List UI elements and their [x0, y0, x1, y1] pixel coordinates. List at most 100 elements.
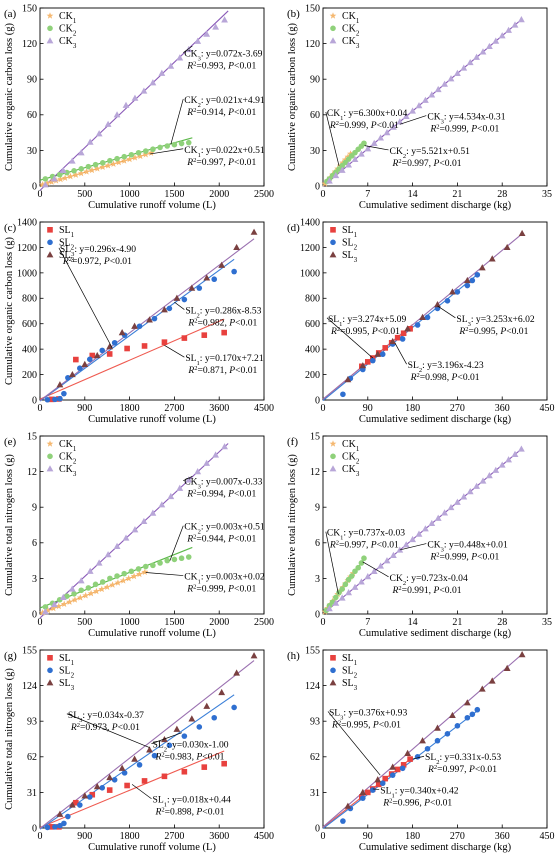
panel-a: 0 500 1000 1500 2000 2500 0 30 60 90 120 150 Cumulat…	[4, 3, 274, 211]
data-point	[150, 562, 156, 569]
annotation-r2: =0.982,	[197, 318, 229, 329]
y-tick-label: 124	[22, 681, 37, 692]
annotation-arrow	[151, 732, 182, 744]
annotation-subscript: 2	[403, 579, 406, 586]
annotation-text: : y=4.534x-0.31	[444, 112, 506, 123]
annotation-series: SL	[152, 795, 163, 806]
x-axis-label: Cumulative runoff volume (L)	[88, 628, 216, 639]
plot-frame	[322, 435, 548, 615]
data-point	[76, 594, 84, 601]
legend-marker	[47, 667, 53, 674]
data-point	[52, 824, 58, 830]
annotation-series: CK	[427, 112, 440, 123]
annotation-arrow	[399, 543, 427, 551]
annotation-subscript: 3	[79, 716, 82, 723]
data-point	[390, 123, 397, 130]
data-point	[48, 396, 55, 403]
annotation-superscript: 2	[416, 372, 419, 379]
annotation-superscript: 2	[336, 119, 339, 126]
x-tick-label: 21	[452, 617, 462, 628]
legend-entry: CK2	[59, 452, 77, 466]
data-point	[158, 501, 166, 508]
annotation-text: : y=0.034x-0.37	[82, 710, 144, 721]
annotation-text: : y=0.723x-0.04	[406, 573, 468, 584]
data-point	[326, 177, 333, 184]
annotation-p: P	[470, 552, 477, 563]
data-point	[361, 555, 367, 562]
legend-label: SL	[59, 250, 71, 261]
data-point	[365, 359, 371, 365]
data-point	[41, 181, 49, 188]
data-point	[414, 754, 421, 760]
series-ck2	[42, 139, 192, 182]
annotation-subscript: 1	[391, 792, 394, 799]
annotation-r2: =0.999,	[339, 120, 371, 131]
annotation-stats: R2=0.995, P<0.01	[458, 325, 528, 337]
data-point	[164, 143, 171, 149]
data-point	[447, 75, 455, 82]
data-point	[379, 351, 386, 358]
data-point	[83, 168, 91, 175]
legend-label: CK	[59, 452, 74, 463]
data-point	[50, 175, 58, 182]
data-point	[99, 163, 107, 171]
data-point	[505, 26, 512, 33]
x-tick-label: 0	[38, 831, 43, 842]
data-point	[141, 778, 148, 784]
data-point	[474, 706, 481, 713]
data-point	[203, 702, 211, 709]
y-tick-label: 93	[27, 717, 37, 728]
data-point	[351, 583, 359, 590]
y-tick-label: 1200	[17, 243, 37, 254]
data-point	[39, 180, 47, 188]
data-point	[151, 315, 158, 322]
panel-label: (a)	[4, 8, 17, 20]
data-point	[67, 172, 74, 180]
x-tick-label: 270	[450, 831, 465, 842]
data-point	[77, 169, 85, 177]
data-point	[77, 365, 83, 372]
legend-marker	[330, 655, 336, 661]
annotation-r2: =0.997,	[402, 158, 434, 169]
data-point	[382, 345, 389, 351]
annotation-subscript: 3	[468, 320, 471, 327]
data-point	[415, 530, 423, 537]
y-tick-label: 3	[32, 574, 37, 585]
annotation-r: R	[427, 764, 434, 775]
plot-frame	[39, 221, 265, 401]
legend-subscript: 3	[356, 470, 360, 478]
legend-marker	[329, 251, 337, 258]
data-point	[409, 107, 416, 114]
legend-entry: SL2	[342, 238, 358, 252]
data-point	[221, 16, 228, 23]
annotation-subscript: 1	[197, 360, 200, 367]
data-point	[469, 277, 476, 284]
x-tick-label: 900	[77, 403, 92, 414]
annotation-p-value: <0.01	[377, 120, 399, 131]
data-point	[415, 102, 423, 109]
annotation-r2: =0.993,	[196, 61, 228, 72]
legend-marker	[46, 251, 54, 258]
data-point	[345, 161, 352, 168]
annotation-arrow	[326, 317, 374, 359]
data-point	[414, 322, 421, 328]
annotation-superscript: 2	[465, 325, 468, 332]
data-point	[444, 298, 451, 304]
data-point	[352, 568, 358, 575]
annotation-subscript: 3	[441, 546, 444, 553]
annotation-series: CK	[184, 477, 197, 488]
annotation-r: R	[392, 585, 399, 596]
legend-label: SL	[342, 666, 354, 677]
data-point	[358, 560, 365, 566]
annotation-arrow	[66, 713, 150, 748]
annotation-series: CK	[390, 146, 403, 157]
annotation-r: R	[330, 326, 337, 337]
y-tick-label: 9	[32, 503, 37, 514]
annotation-stats: R2=0.871, P<0.01	[187, 365, 257, 377]
annotation-p: P	[227, 61, 234, 72]
data-point	[396, 118, 404, 125]
legend-entry: SL3	[342, 678, 358, 692]
annotation-series: SL	[329, 707, 340, 718]
annotation-subscript: 2	[197, 312, 200, 319]
x-tick-label: 2000	[209, 189, 229, 200]
